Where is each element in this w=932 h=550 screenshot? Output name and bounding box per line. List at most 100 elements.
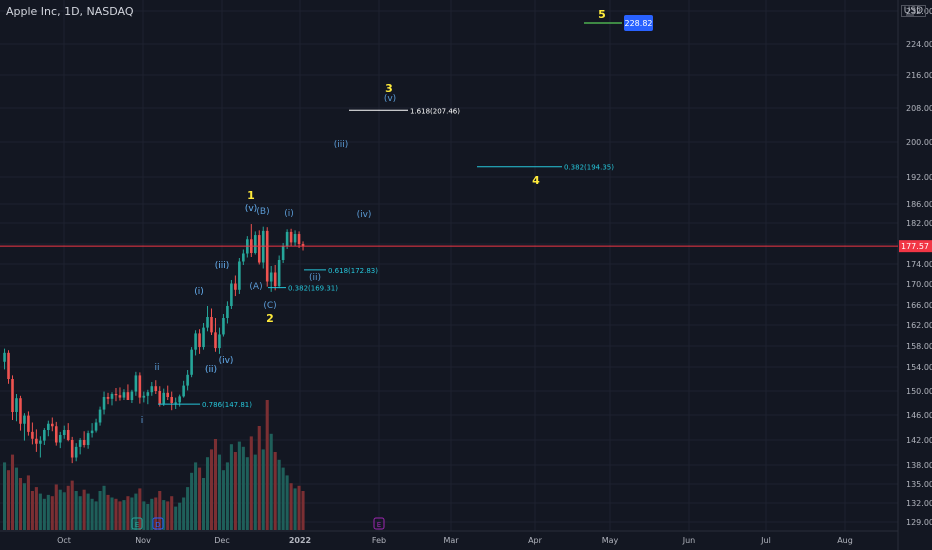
candle-body — [51, 423, 54, 427]
wave-label-minor: (C) — [263, 301, 276, 311]
event-marker-icon[interactable] — [373, 517, 385, 530]
volume-bar — [14, 467, 19, 530]
candle-body — [198, 333, 201, 348]
volume-bar — [114, 498, 118, 530]
candle-body — [110, 394, 114, 399]
wave-label-minor: i — [141, 416, 144, 426]
candle-body — [66, 430, 70, 440]
y-tick-label: 182.00 — [906, 219, 932, 228]
target-price-label: 228.82 — [625, 19, 653, 28]
volume-bar — [257, 426, 261, 530]
y-tick-label: 132.00 — [906, 499, 932, 508]
volume-bar — [150, 498, 154, 530]
candle-body — [154, 386, 158, 391]
x-tick-label: Nov — [135, 536, 151, 545]
y-tick-label: 135.00 — [906, 480, 932, 489]
last-price-badge[interactable] — [899, 240, 932, 253]
y-tick-label: 138.00 — [906, 461, 932, 470]
y-tick-label: 224.00 — [906, 40, 932, 49]
volume-bar — [30, 491, 34, 530]
y-tick-label: 129.00 — [906, 518, 932, 527]
candle-body — [186, 374, 189, 386]
candle-body — [62, 430, 66, 435]
volume-bar — [50, 496, 54, 530]
candle-body — [162, 392, 166, 404]
volume-bar — [118, 501, 122, 530]
y-tick-label: 208.00 — [906, 104, 932, 113]
volume-bar — [233, 452, 237, 530]
event-marker-icon[interactable] — [131, 517, 143, 530]
wave-label-minor: (iii) — [334, 140, 349, 150]
event-marker-label: E — [377, 521, 381, 529]
y-tick-label: 146.00 — [906, 411, 932, 420]
candle-body — [146, 392, 150, 396]
candle-body — [130, 391, 134, 400]
volume-bar — [18, 478, 22, 530]
x-tick-label: Dec — [214, 536, 229, 545]
candle-body — [222, 318, 225, 335]
event-marker-icon[interactable] — [152, 517, 164, 530]
volume-bar — [170, 496, 174, 530]
candle-body — [98, 409, 102, 423]
candle-body — [31, 431, 34, 439]
candle-body — [269, 272, 273, 282]
volume-bar — [205, 457, 210, 530]
volume-bar — [289, 483, 293, 530]
volume-bar — [66, 485, 70, 530]
volume-bar — [3, 462, 7, 530]
candle-body — [126, 392, 130, 400]
wave-label-major: 2 — [266, 312, 274, 325]
event-marker-label: E — [135, 521, 139, 529]
candle-body — [86, 433, 90, 445]
x-tick-label: Apr — [528, 536, 543, 545]
candle-body — [226, 306, 229, 318]
wave-label-minor: (B) — [256, 207, 269, 217]
candle-body — [166, 392, 170, 397]
volume-bar — [146, 504, 150, 530]
candle-body — [214, 332, 217, 349]
candle-body — [238, 261, 241, 290]
symbol-title: Apple Inc, 1D, NASDAQ — [6, 5, 134, 18]
candle-body — [134, 375, 138, 392]
fib-level-label: 0.382(194.35) — [564, 164, 614, 172]
wave-label-minor: (i) — [194, 287, 204, 297]
volume-bar — [22, 483, 26, 530]
candle-body — [27, 415, 30, 432]
volume-bar — [186, 487, 190, 530]
volume-bar — [269, 433, 273, 530]
y-tick-label: 166.00 — [906, 301, 932, 310]
volume-bar — [194, 462, 198, 530]
candle-body — [182, 385, 185, 397]
candle-body — [194, 333, 197, 350]
event-marker-label: D — [155, 521, 160, 529]
volume-bar — [297, 485, 301, 530]
wave-label-major: 5 — [598, 8, 606, 21]
volume-bar — [281, 467, 285, 530]
currency-badge[interactable]: USD — [900, 5, 926, 17]
volume-bar — [158, 491, 162, 530]
volume-bar — [54, 484, 58, 530]
candle-body — [257, 235, 261, 263]
volume-bar — [178, 502, 182, 530]
volume-bar — [122, 500, 126, 530]
candle-body — [142, 395, 146, 398]
candle-body — [210, 317, 213, 333]
volume-bar — [225, 462, 229, 530]
x-tick-label: May — [602, 536, 619, 545]
x-tick-label: Aug — [837, 536, 853, 545]
candle-body — [90, 430, 94, 434]
candle-body — [261, 230, 265, 263]
candle-body — [234, 283, 237, 290]
y-tick-label: 232.00 — [906, 7, 932, 16]
candle-body — [206, 317, 209, 328]
target-price-badge[interactable] — [624, 15, 653, 31]
volume-bar — [86, 493, 90, 530]
candle-body — [74, 446, 78, 458]
volume-bar — [237, 441, 241, 530]
candle-body — [150, 386, 154, 393]
volume-bar — [198, 467, 202, 530]
candle-body — [202, 327, 205, 348]
candle-body — [297, 234, 301, 244]
volume-bar — [130, 497, 134, 530]
